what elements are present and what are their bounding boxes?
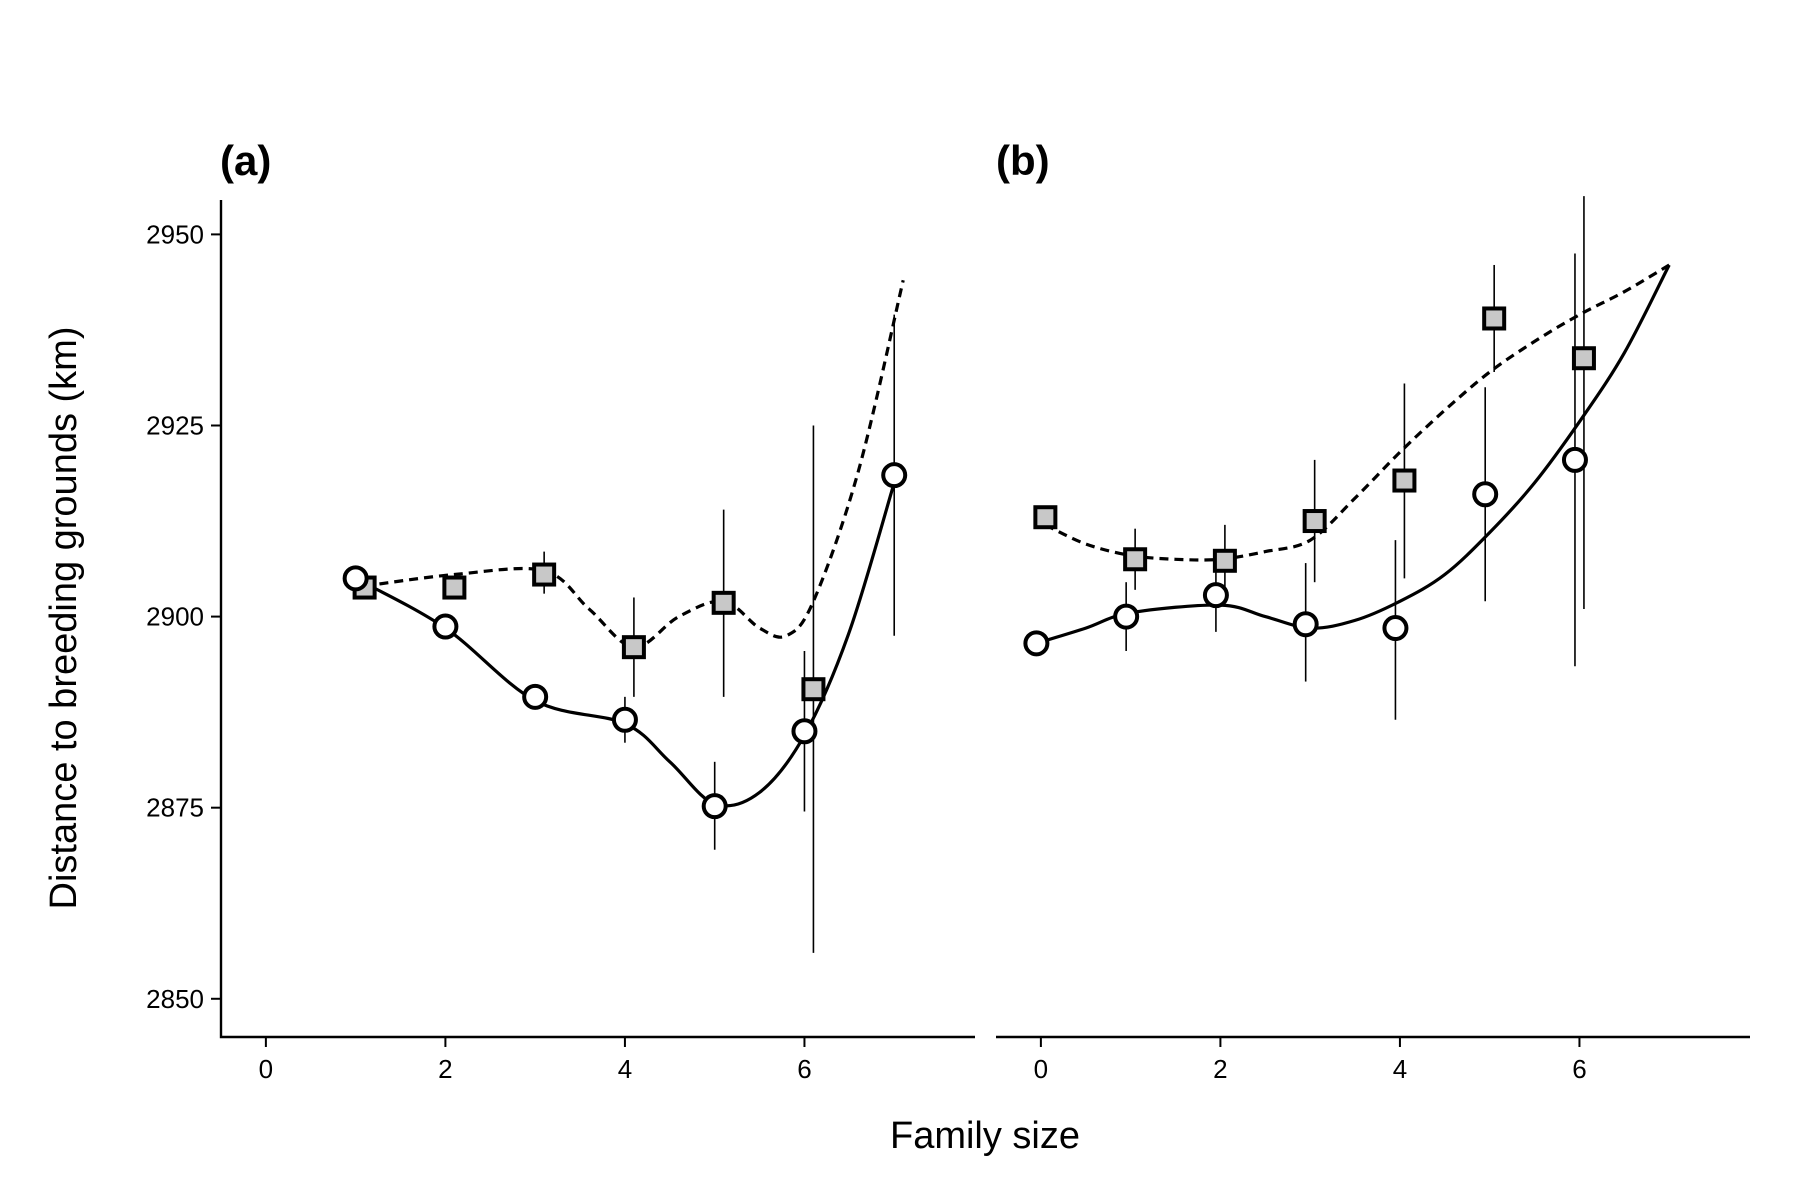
panel-b-circle-series-fit-line (1035, 264, 1671, 645)
panel-b-square-point (1392, 468, 1417, 493)
panel-a-square-point (532, 562, 557, 587)
panel-b-x-tick-label: 4 (1393, 1054, 1407, 1084)
panel-a-y-tick-label: 2850 (146, 984, 204, 1014)
panel-a-x-tick-label: 2 (438, 1054, 452, 1084)
panel-b-square-point (1123, 547, 1148, 572)
panel-b-square-point (1302, 509, 1327, 534)
panel-b-circle-point (1382, 615, 1409, 642)
panel-b-circle-point (1202, 582, 1229, 609)
panel-b: (b) 0 2 4 6 (996, 137, 1750, 1084)
panel-b-circle-point (1472, 481, 1499, 508)
panel-a-label: (a) (220, 137, 271, 184)
panel-b-square-point (1033, 505, 1058, 530)
panel-a-x-tick-label: 0 (259, 1054, 273, 1084)
panel-b-x-tick-label: 2 (1213, 1054, 1227, 1084)
x-axis-title: Family size (890, 1115, 1080, 1157)
panel-a-circle-point (791, 718, 818, 745)
panel-a-circle-point (432, 613, 459, 640)
panel-a-circle-point (881, 462, 908, 489)
panel-a-y-tick-label: 2950 (146, 219, 204, 249)
panel-b-label: (b) (996, 137, 1050, 184)
panel-a-square-point (711, 590, 736, 615)
panel-a-circle-point (611, 706, 638, 733)
panel-a-square-point (442, 575, 467, 600)
panel-a-x-tick-label: 4 (618, 1054, 632, 1084)
panel-b-circle-point (1023, 630, 1050, 657)
panel-a-square-point (801, 677, 826, 702)
panel-a-circle-point (701, 793, 728, 820)
panel-a: (a) 0 2 4 6 2850 2875 2900 2925 2950 (146, 137, 975, 1084)
panel-a-y-tick-label: 2900 (146, 602, 204, 632)
panel-a-square-series-fit-line (364, 279, 905, 649)
panel-a-axes (219, 200, 975, 1039)
panel-b-x-tick-label: 0 (1034, 1054, 1048, 1084)
panel-a-y-tick-label: 2925 (146, 410, 204, 440)
panel-a-marks: 0 2 4 6 2850 2875 2900 2925 2950 (146, 219, 908, 1084)
panel-a-circle-point (522, 683, 549, 710)
panel-a-y-tick-label: 2875 (146, 793, 204, 823)
panel-a-square-point (621, 635, 646, 660)
panel-a-x-tick-label: 6 (797, 1054, 811, 1084)
panel-b-square-point (1571, 346, 1596, 371)
panel-a-circle-series-fit-line (354, 482, 896, 808)
panel-b-circle-point (1113, 603, 1140, 630)
panel-a-circle-point (342, 565, 369, 592)
panel-b-square-point (1482, 306, 1507, 331)
panel-b-marks: 0 2 4 6 (1023, 196, 1671, 1084)
y-axis-title: Distance to breeding grounds (km) (43, 327, 85, 910)
panel-b-circle-point (1292, 611, 1319, 638)
panel-b-circle-point (1561, 446, 1588, 473)
panel-b-square-point (1212, 548, 1237, 573)
panel-b-x-tick-label: 6 (1572, 1054, 1586, 1084)
